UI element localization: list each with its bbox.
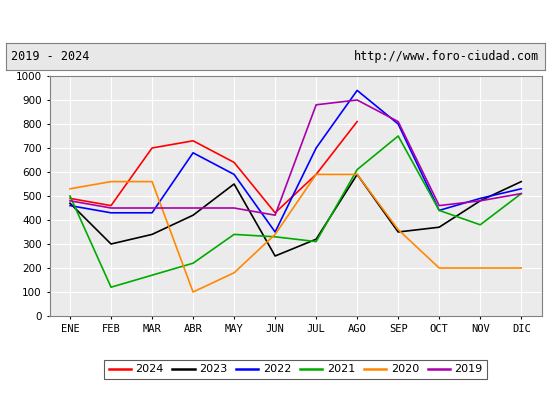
Legend: 2024, 2023, 2022, 2021, 2020, 2019: 2024, 2023, 2022, 2021, 2020, 2019 [104, 360, 487, 379]
Text: Evolucion Nº Turistas Nacionales en el municipio de Feria: Evolucion Nº Turistas Nacionales en el m… [65, 14, 485, 28]
Text: 2019 - 2024: 2019 - 2024 [11, 50, 89, 63]
Text: http://www.foro-ciudad.com: http://www.foro-ciudad.com [354, 50, 539, 63]
